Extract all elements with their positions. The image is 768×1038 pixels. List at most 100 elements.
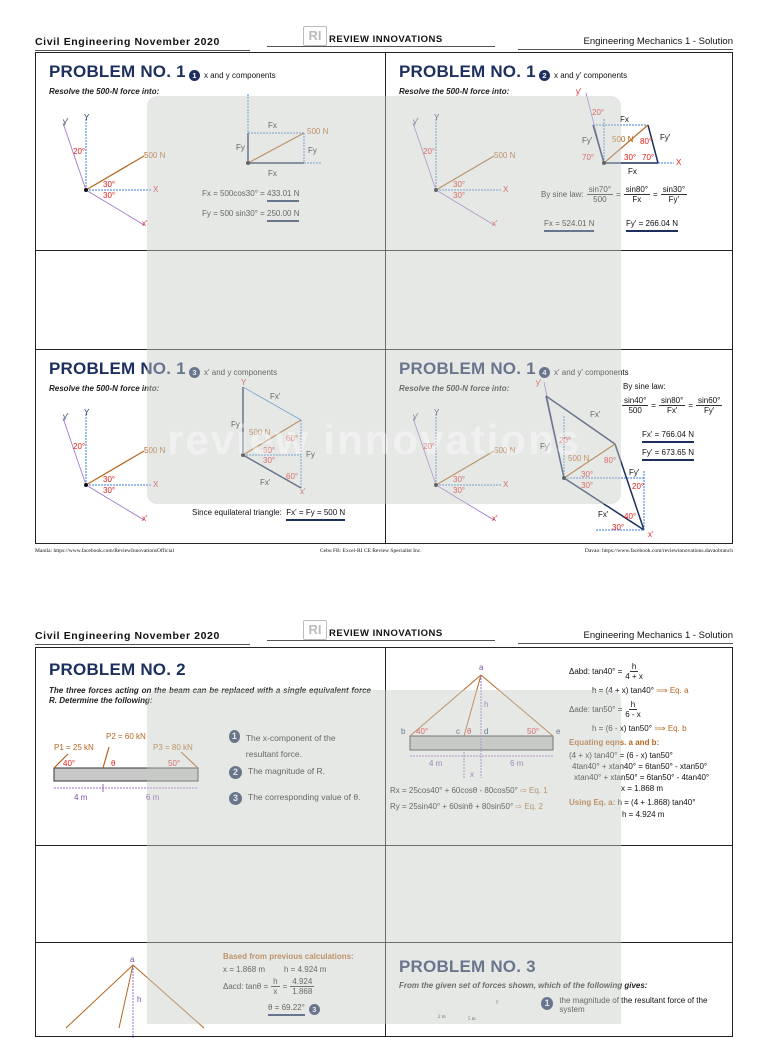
force-label: 500 N (144, 446, 166, 455)
question-item: 1 The x-component of the resultant force… (229, 730, 369, 762)
axes-diagram-icon (62, 386, 302, 521)
conclusion-line: Since equilateral triangle: Fx' = Fy = 5… (192, 508, 346, 521)
angle-label: 30° (263, 446, 276, 455)
angle-label: 50° (527, 727, 540, 736)
y-axis-label: y (496, 1000, 499, 1005)
question-item: 1 the magnitude of the resultant force o… (541, 996, 726, 1015)
acd-equation: Δacd: tanθ = h x = 4.924 1.868 (223, 977, 315, 997)
item-number-badge: 2 (229, 766, 242, 779)
angle-label: 30° (453, 486, 466, 495)
step-number-badge: 3 (308, 1004, 320, 1015)
point-label: c (456, 727, 460, 736)
derivation-line: xtan40° + xtan50° = 6tan50° - 4tan40° (574, 773, 710, 782)
footer-davao: Davao: https://www.facebook.com/reviewin… (584, 548, 733, 554)
panel-problem2: PROBLEM NO. 2 The three forces acting on… (36, 648, 385, 845)
fy-prime-label: Fy' (540, 442, 551, 451)
fy-prime-label: Fy' (629, 468, 640, 477)
x-axis-label: X (503, 480, 509, 489)
step-heading: 4 x' and y' components (539, 367, 629, 378)
distance-label: 4 m (74, 793, 88, 802)
y-prime-label: y' (536, 378, 542, 387)
course-title: Civil Engineering November 2020 (35, 630, 250, 645)
distance-label: 2 m (438, 1015, 446, 1020)
x-axis-label: X (503, 185, 509, 194)
fy-label: Fy (231, 420, 240, 429)
angle-label: 30° (624, 153, 637, 162)
answer-value: 250.00 N (267, 209, 300, 222)
derivation-result: x = 1.868 m (621, 784, 664, 793)
x-prime-label: x' (142, 219, 148, 228)
point-label: a (130, 955, 135, 964)
problem-grid-page1: PROBLEM NO. 1 1 x and y components Resol… (35, 52, 733, 544)
angle-label: θ (111, 759, 116, 768)
x-prime-label: x' (492, 514, 498, 523)
axes-diagram-icon (412, 381, 645, 531)
angle-label: 20° (632, 482, 645, 491)
question-item: 3 The corresponding value of θ. (229, 792, 379, 805)
footer-manila: Manila: https://www.facebook.com/ReviewI… (35, 548, 174, 554)
angle-label: 80° (604, 456, 617, 465)
fx-label: Fx (268, 169, 277, 178)
x-axis-label: X (153, 480, 159, 489)
fx-prime-label: Fx' (590, 410, 601, 419)
answer-value: Fy' = 673.65 N (642, 448, 694, 461)
angle-label: 20° (423, 147, 436, 156)
y-axis-label: Y (434, 113, 440, 122)
step-label: x' and y components (204, 368, 278, 377)
ade-result: h = (6 - x) tan50° ⟹ Eq. b (592, 724, 687, 733)
angle-label: 30° (612, 523, 625, 532)
angle-label: 70° (642, 153, 655, 162)
angle-label: 80° (640, 137, 653, 146)
derivation-line: (4 + x) tan40° = (6 - x) tan50° (569, 751, 673, 760)
distance-label: 5 m (468, 1017, 476, 1022)
y-prime-label: y' (413, 412, 419, 421)
ri-logo-icon: RI (303, 26, 327, 46)
panel-problem2-theta: a h Based from previous calculations: x … (36, 943, 385, 1038)
problem-title: PROBLEM NO. 1 (49, 62, 186, 81)
based-heading: Based from previous calculations: (223, 952, 354, 961)
angle-label: 20° (592, 108, 605, 117)
triangle-diagram-icon (65, 964, 205, 1038)
step-label: x and y' components (554, 71, 628, 80)
point-label: a (479, 663, 484, 672)
y-axis-label: Y (434, 408, 440, 417)
distance-label: 6 m (146, 793, 160, 802)
step-number-badge: 4 (539, 367, 550, 378)
angle-label: 40° (624, 512, 637, 521)
step-number-badge: 1 (189, 70, 200, 81)
axes-diagram-icon (62, 93, 321, 226)
answer-value: Fx = 524.01 N (544, 219, 595, 232)
problem-title: PROBLEM NO. 3 (399, 957, 536, 976)
angle-label: 60° (286, 472, 299, 481)
y-axis-label: Y (84, 408, 90, 417)
force-label: 500 N (612, 135, 634, 144)
angle-label: θ (467, 727, 472, 736)
point-label: b (401, 727, 406, 736)
abd-result: h = (4 + x) tan40° ⟹ Eq. a (592, 686, 689, 695)
subject-title: Engineering Mechanics 1 - Solution (518, 36, 733, 50)
sine-law-label: By sine law: (623, 382, 666, 391)
force-label: 500 N (494, 446, 516, 455)
axes-diagram-icon (412, 92, 674, 226)
x-axis-label: X (153, 185, 159, 194)
distance-label: 4 m (429, 759, 443, 768)
ry-equation: Ry = 25sin40° + 60sinθ + 80sin50° ⇨ Eq. … (390, 802, 544, 811)
equation-line: Fx = 500cos30° = 433.01 N (202, 189, 300, 202)
item-number-badge: 3 (229, 792, 242, 805)
angle-label: 30° (103, 180, 116, 189)
rx-equation: Rx = 25cos40° + 60cosθ - 80cos50° ⇨ Eq. … (390, 786, 548, 795)
triangle-diagram-icon (409, 674, 554, 778)
x-axis-label: X (676, 158, 682, 167)
problem-prompt: Resolve the 500-N force into: (399, 384, 510, 393)
step-heading: 1 x and y components (189, 70, 276, 81)
x-label: x (470, 770, 474, 779)
brand-name: REVIEW INNOVATIONS (329, 34, 443, 45)
angle-label: 20° (559, 436, 572, 445)
angle-label: 20° (423, 442, 436, 451)
page-header: Civil Engineering November 2020 RI REVIE… (35, 620, 733, 645)
y-prime-label: y' (413, 117, 419, 126)
height-label: h (137, 995, 142, 1004)
brand-name: REVIEW INNOVATIONS (329, 628, 443, 639)
h-result: h = 4.924 m (622, 810, 665, 819)
